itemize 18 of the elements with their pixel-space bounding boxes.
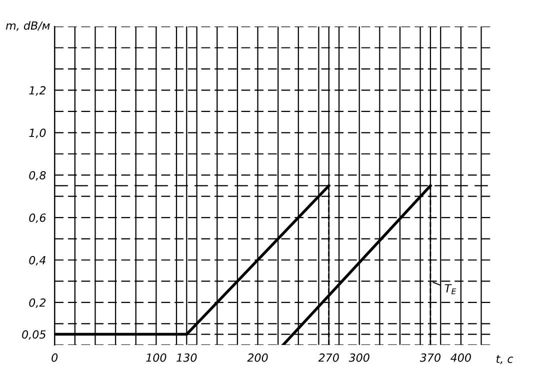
- x-tick-label: 200: [247, 353, 268, 362]
- y-tick-label: 0,2: [29, 298, 46, 308]
- x-tick-label: 370: [420, 353, 440, 362]
- x-tick-label: 130: [176, 353, 197, 362]
- y-tick-label: 0,4: [29, 256, 46, 266]
- x-tick-label: 400: [450, 353, 471, 362]
- x-tick-label: 270: [318, 353, 339, 362]
- x-tick-label: 0: [52, 353, 58, 362]
- y-tick-label: 1,2: [29, 86, 46, 96]
- x-tick-label: 300: [348, 353, 370, 362]
- y-tick-label: 0,05: [22, 330, 46, 340]
- y-tick-label: 1,0: [29, 128, 46, 138]
- x-axis-title: t, c: [496, 355, 514, 364]
- y-axis-title: m, dB/м: [6, 21, 50, 31]
- y-tick-label: 0,8: [29, 171, 46, 181]
- y-tick-label: 0,6: [29, 214, 46, 224]
- x-tick-label: 100: [146, 353, 166, 362]
- annotation: T$_{E}$: [444, 284, 456, 294]
